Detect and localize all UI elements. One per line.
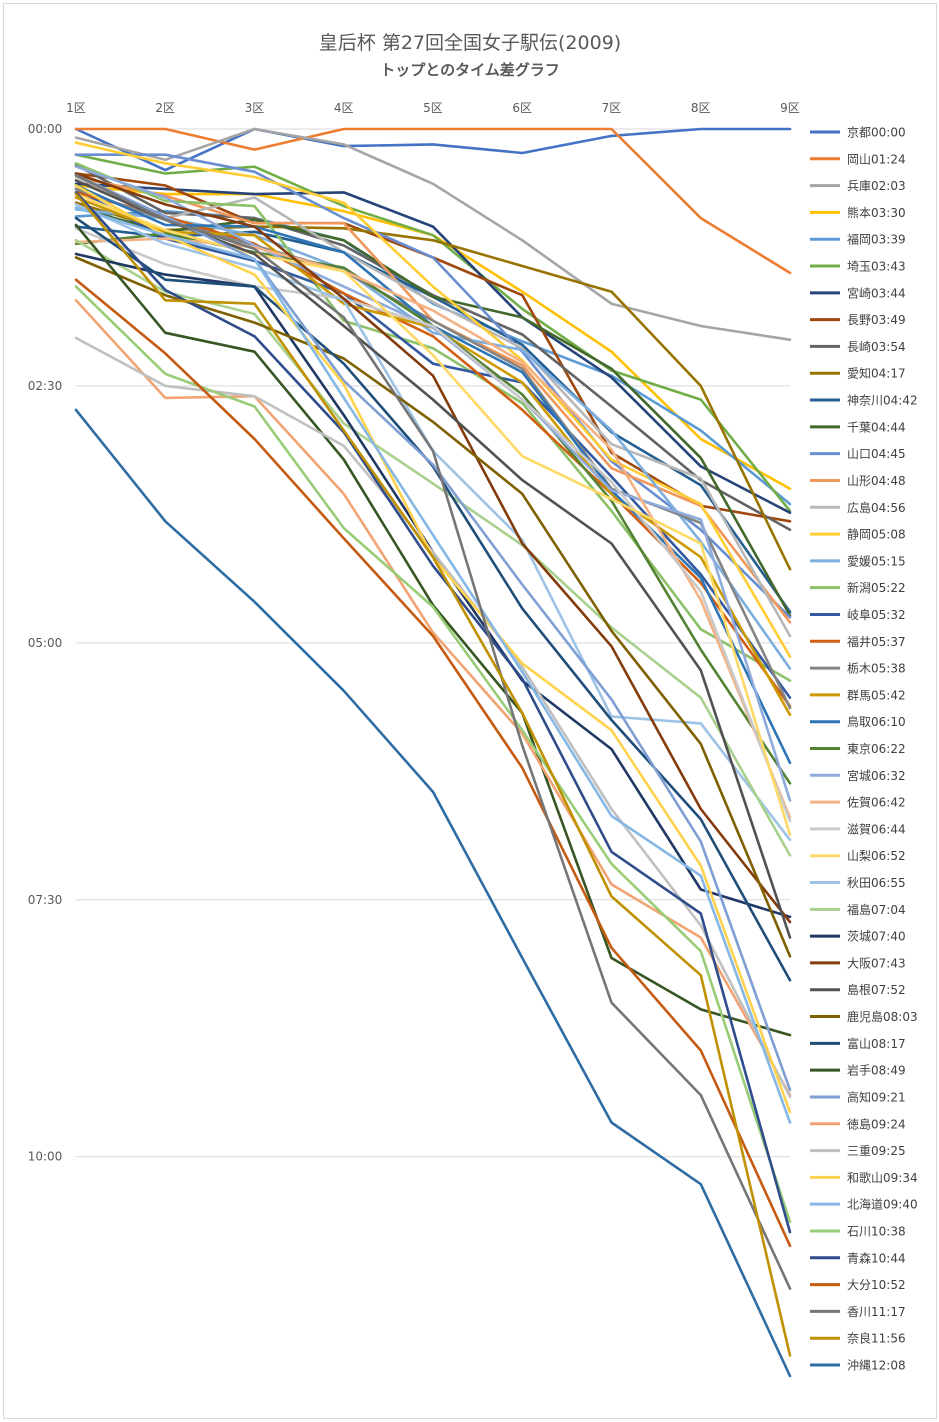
chart-frame: 皇后杯 第27回全国女子駅伝(2009) トップとのタイム差グラフ 1区 2区 3区…: [3, 3, 937, 1419]
y-tick-label: 02:30: [28, 379, 63, 393]
series-line: [74, 208, 792, 670]
x-tick-label: 9区: [780, 101, 800, 115]
legend-label: 佐賀06:42: [847, 796, 906, 810]
series-line: [74, 237, 792, 819]
y-tick-label: 05:00: [28, 636, 63, 650]
series-line: [74, 223, 792, 1037]
series-line: [74, 141, 792, 658]
series-line: [74, 172, 792, 924]
legend-label: 東京06:22: [847, 742, 906, 756]
legend-label: 新潟05:22: [847, 580, 906, 595]
legend-label: 大阪07:43: [847, 956, 906, 970]
x-tick-label: 6区: [512, 101, 532, 115]
y-tick-label: 10:00: [28, 1150, 63, 1164]
chart-subtitle: トップとのタイム差グラフ: [380, 61, 560, 79]
series-line: [74, 127, 792, 342]
legend: 京都00:00 岡山01:24 兵庫02:03 熊本03:30 福岡03:39 埼玉03:…: [810, 126, 918, 1373]
legend-label: 福井05:37: [847, 634, 906, 649]
series-line: [74, 206, 792, 1124]
legend-label: 福岡03:39: [847, 232, 906, 247]
legend-label: 鳥取06:10: [847, 714, 906, 729]
legend-label: 香川11:17: [847, 1305, 906, 1319]
series-line: [74, 278, 792, 1248]
series-line: [74, 162, 792, 682]
legend-label: 神奈川04:42: [847, 394, 918, 408]
series-line: [74, 227, 792, 823]
legend-label: 福島07:04: [847, 902, 906, 917]
series-line: [74, 192, 792, 1357]
legend-label: 富山08:17: [847, 1036, 906, 1051]
x-tick-label: 2区: [155, 101, 175, 115]
series-line: [74, 127, 792, 172]
legend-label: 兵庫02:03: [847, 179, 906, 193]
x-tick-label: 8区: [691, 101, 711, 115]
legend-label: 北海道09:40: [847, 1197, 918, 1212]
series-line: [74, 232, 792, 785]
legend-label: 埼玉03:43: [847, 260, 906, 274]
x-tick-label: 1区: [66, 101, 86, 115]
series-lines: [74, 127, 792, 1378]
legend-label: 長崎03:54: [847, 340, 906, 354]
series-line: [74, 191, 792, 1234]
legend-label: 山梨06:52: [847, 849, 906, 863]
legend-label: 宮城06:32: [847, 768, 906, 783]
series-line: [74, 165, 792, 802]
y-tick-label: 00:00: [28, 122, 63, 136]
series-line: [74, 209, 792, 506]
legend-label: 広島04:56: [847, 500, 906, 515]
y-axis-ticks: 00:00 02:30 05:00 07:30 10:00: [28, 122, 63, 1164]
legend-label: 茨城07:40: [847, 930, 906, 944]
legend-label: 高知09:21: [847, 1089, 906, 1104]
legend-label: 徳島09:24: [847, 1116, 906, 1131]
legend-label: 石川10:38: [847, 1224, 906, 1238]
legend-label: 滋賀06:44: [847, 822, 906, 836]
y-tick-label: 07:30: [28, 893, 63, 907]
legend-label: 三重09:25: [847, 1144, 906, 1158]
series-line: [74, 285, 792, 1224]
series-line: [74, 153, 792, 513]
series-line: [74, 127, 792, 275]
legend-label: 岩手08:49: [847, 1063, 906, 1078]
series-line: [74, 239, 792, 857]
x-tick-label: 7区: [602, 101, 622, 115]
legend-label: 愛媛05:15: [847, 554, 906, 568]
series-line: [74, 336, 792, 1099]
legend-label: 和歌山09:34: [847, 1170, 918, 1185]
legend-label: 宮崎03:44: [847, 285, 906, 300]
chart-title: 皇后杯 第27回全国女子駅伝(2009): [319, 32, 621, 54]
x-tick-label: 4区: [334, 101, 354, 115]
legend-label: 島根07:52: [847, 982, 906, 997]
legend-label: 群馬05:42: [847, 688, 906, 702]
series-line: [74, 187, 792, 700]
legend-label: 熊本03:30: [847, 205, 906, 220]
series-line: [74, 182, 792, 515]
legend-label: 長野03:49: [847, 313, 906, 327]
legend-label: 鹿児島08:03: [847, 1009, 918, 1024]
legend-label: 青森10:44: [847, 1250, 906, 1265]
x-tick-label: 5区: [423, 101, 443, 115]
legend-label: 山口04:45: [847, 447, 906, 461]
legend-label: 奈良11:56: [847, 1331, 906, 1346]
series-line: [74, 298, 792, 1097]
series-line: [74, 173, 792, 1290]
line-chart: 皇后杯 第27回全国女子駅伝(2009) トップとのタイム差グラフ 1区 2区 3区…: [28, 32, 918, 1378]
series-line: [74, 153, 792, 619]
legend-label: 岡山01:24: [847, 152, 906, 166]
legend-label: 千葉04:44: [847, 420, 906, 434]
x-axis-ticks: 1区 2区 3区 4区 5区 6区 7区 8区 9区: [66, 101, 800, 115]
legend-label: 大分10:52: [847, 1278, 906, 1292]
legend-label: 沖縄12:08: [847, 1358, 906, 1373]
legend-label: 愛知04:17: [847, 367, 906, 381]
legend-label: 山形04:48: [847, 474, 906, 488]
legend-label: 静岡05:08: [847, 528, 906, 542]
series-line: [74, 408, 792, 1378]
legend-label: 岐阜05:32: [847, 608, 906, 622]
legend-label: 栃木05:38: [847, 662, 906, 676]
legend-label: 京都00:00: [847, 126, 906, 140]
x-tick-label: 3区: [245, 101, 265, 115]
series-line: [74, 192, 792, 837]
legend-label: 秋田06:55: [847, 876, 906, 890]
